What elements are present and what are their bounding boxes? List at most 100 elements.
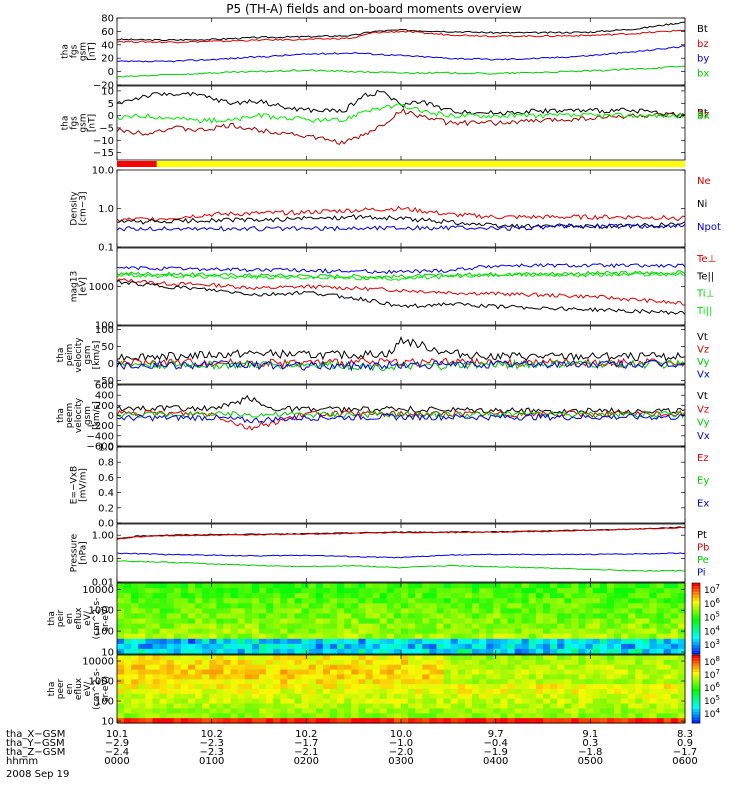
spectrogram-cell xyxy=(479,598,487,604)
spectrogram-cell xyxy=(493,648,501,655)
x-row-value: 10.2 xyxy=(201,729,223,740)
spectrogram-cell xyxy=(628,655,636,661)
spectrogram-cell xyxy=(237,655,246,661)
spectrogram-cell xyxy=(251,593,260,599)
spectrogram-cell xyxy=(621,684,629,690)
spectrogram-cell xyxy=(230,628,239,635)
spectrogram-cell xyxy=(514,718,523,724)
series-line-Te⊥ xyxy=(116,278,686,306)
spectrogram-cell xyxy=(223,703,232,710)
spectrogram-cell xyxy=(429,628,438,635)
spectrogram-cell xyxy=(443,648,452,655)
spectrogram-cell xyxy=(117,608,125,615)
spectrogram-cell xyxy=(145,674,154,680)
spectrogram-cell xyxy=(159,583,168,589)
spectrogram-cell xyxy=(436,598,445,604)
spectrogram-cell xyxy=(521,623,530,630)
spectrogram-cell xyxy=(677,618,686,625)
spectrogram-cell xyxy=(173,679,182,685)
spectrogram-cell xyxy=(386,684,395,690)
spectrogram-cell xyxy=(280,588,288,594)
spectrogram-cell xyxy=(230,684,239,690)
spectrogram-cell xyxy=(422,708,430,714)
spectrogram-cell xyxy=(557,608,565,615)
spectrogram-cell xyxy=(486,593,494,599)
spectrogram-cell xyxy=(322,703,331,710)
spectrogram-cell xyxy=(599,638,608,645)
spectrogram-cell xyxy=(628,633,636,640)
spectrogram-cell xyxy=(330,593,338,599)
spectrogram-cell xyxy=(223,708,232,714)
spectrogram-cell xyxy=(337,648,345,655)
spectrogram-cell xyxy=(131,613,139,620)
spectrogram-cell xyxy=(251,608,260,615)
spectrogram-cell xyxy=(479,679,487,685)
spectrogram-cell xyxy=(578,708,587,714)
spectrogram-cell xyxy=(564,588,572,594)
spectrogram-cell xyxy=(564,623,572,630)
spectrogram-cell xyxy=(443,598,452,604)
spectrogram-cell xyxy=(663,698,672,705)
spectrogram-cell xyxy=(152,593,161,599)
spectrogram-cell xyxy=(386,608,395,615)
spectrogram-cell xyxy=(528,638,537,645)
spectrogram-cell xyxy=(677,659,686,666)
spectrogram-cell xyxy=(259,689,267,695)
spectrogram-cell xyxy=(479,703,487,710)
spectrogram-cell xyxy=(500,618,509,625)
spectrogram-cell xyxy=(244,674,253,680)
spectrogram-cell xyxy=(493,664,501,671)
spectrogram-cell xyxy=(308,598,317,604)
spectrogram-cell xyxy=(259,643,267,650)
spectrogram-cell xyxy=(337,638,345,645)
spectrogram-cell xyxy=(273,655,281,661)
spectrogram-cell xyxy=(315,643,324,650)
spectrogram-cell xyxy=(117,679,125,685)
spectrogram-cell xyxy=(315,693,324,700)
spectrogram-cell xyxy=(550,598,558,604)
spectrogram-cell xyxy=(450,588,459,594)
spectrogram-cell xyxy=(173,698,182,705)
spectrogram-cell xyxy=(649,643,658,650)
spectrogram-cell xyxy=(493,669,501,676)
spectrogram-cell xyxy=(173,638,182,645)
spectrogram-cell xyxy=(585,655,594,661)
spectrogram-cell xyxy=(401,693,409,700)
spectrogram-cell xyxy=(372,693,381,700)
spectrogram-cell xyxy=(415,708,423,714)
spectrogram-cell xyxy=(308,638,317,645)
spectrogram-cell xyxy=(287,633,296,640)
spectrogram-cell xyxy=(450,623,459,630)
spectrogram-cell xyxy=(464,708,473,714)
spectrogram-cell xyxy=(173,633,182,640)
spectrogram-cell xyxy=(401,713,409,719)
spectrogram-cell xyxy=(670,633,679,640)
spectrogram-cell xyxy=(173,643,182,650)
spectrogram-cell xyxy=(550,693,558,700)
spectrogram-cell xyxy=(266,674,274,680)
spectrogram-cell xyxy=(244,608,253,615)
spectrogram-cell xyxy=(592,679,601,685)
spectrogram-cell xyxy=(152,679,161,685)
spectrogram-cell xyxy=(571,608,580,615)
spectrogram-cell xyxy=(599,693,608,700)
y-tick-label: 0.10 xyxy=(92,554,114,565)
spectrogram-cell xyxy=(592,703,601,710)
spectrogram-cell xyxy=(244,659,253,666)
spectrogram-cell xyxy=(358,608,367,615)
spectrogram-cell xyxy=(500,643,509,650)
spectrogram-cell xyxy=(259,684,267,690)
spectrogram-cell xyxy=(145,659,154,666)
spectrogram-cell xyxy=(472,708,480,714)
spectrogram-cell xyxy=(606,679,615,685)
spectrogram-cell xyxy=(365,693,374,700)
spectrogram-cell xyxy=(372,633,381,640)
spectrogram-cell xyxy=(188,684,196,690)
spectrogram-cell xyxy=(528,698,537,705)
spectrogram-cell xyxy=(365,718,374,724)
spectrogram-cell xyxy=(578,598,587,604)
panel-frame xyxy=(116,325,686,385)
spectrogram-cell xyxy=(521,628,530,635)
spectrogram-cell xyxy=(131,593,139,599)
